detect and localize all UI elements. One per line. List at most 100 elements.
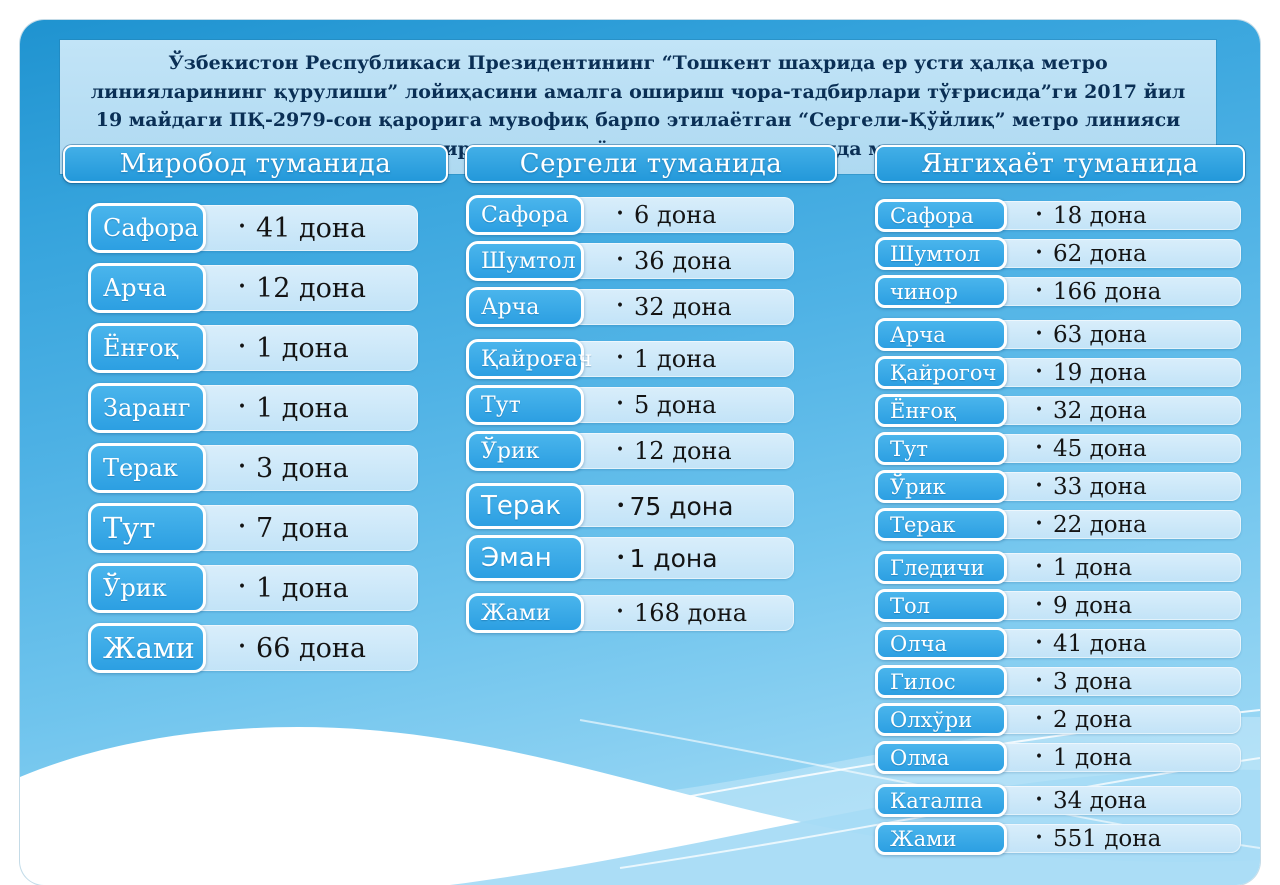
tree-count: 32 дона [634, 293, 732, 321]
tree-count: 45 дона [1053, 435, 1147, 462]
tree-name-box: Каталпа [875, 784, 1007, 817]
tree-name: Сафора [103, 214, 199, 242]
tree-count: 1 дона [1053, 744, 1133, 771]
bullet-icon: • [1035, 672, 1044, 689]
bullet-icon: • [1035, 515, 1044, 532]
bullet-icon: • [616, 298, 625, 315]
bullet-icon: • [238, 279, 247, 296]
tree-name: Арча [481, 294, 540, 320]
tree-row: Гледичи • 1 дона [875, 551, 1241, 584]
tree-row: Жами • 551 дона [875, 822, 1241, 855]
tree-count: 41 дона [256, 212, 366, 244]
tree-rows: Сафора • 6 дона Шумтол • 36 дона Арча • … [466, 195, 794, 633]
district-columns: Миробод туманида Сафора • 41 дона Арча •… [20, 20, 1260, 885]
tree-count-box: • 1 дона [993, 743, 1241, 772]
tree-row: Ўрик • 12 дона [466, 431, 794, 471]
tree-rows: Сафора • 18 дона Шумтол • 62 дона чинор … [875, 199, 1241, 855]
tree-name-box: Олхўри [875, 703, 1007, 736]
tree-count-box: • 9 дона [993, 591, 1241, 620]
tree-count-box: • 5 дона [570, 387, 794, 423]
bullet-icon: • [1035, 596, 1044, 613]
tree-row: Ўрик • 33 дона [875, 470, 1241, 503]
tree-name-box: Сафора [466, 195, 584, 235]
tree-row: Гилос • 3 дона [875, 665, 1241, 698]
tree-name: Терак [890, 512, 956, 537]
tree-row: Арча • 63 дона [875, 318, 1241, 351]
tree-name: Қайрогоч [890, 360, 997, 385]
tree-count-box: • 2 дона [993, 705, 1241, 734]
bullet-icon: • [238, 339, 247, 356]
tree-count-box: • 32 дона [993, 396, 1241, 425]
tree-name: Арча [890, 322, 946, 347]
bullet-icon: • [1035, 634, 1044, 651]
bullet-icon: • [1035, 325, 1044, 342]
tree-name: Ўрик [481, 438, 540, 464]
tree-count: 18 дона [1053, 202, 1147, 229]
tree-count: 1 дона [256, 392, 349, 424]
tree-name-box: Ўрик [466, 431, 584, 471]
tree-count: 33 дона [1053, 473, 1147, 500]
tree-name-box: Арча [88, 263, 206, 313]
tree-name-box: Терак [875, 508, 1007, 541]
tree-name: Олма [890, 745, 950, 770]
tree-name-box: Жами [88, 623, 206, 673]
tree-name-box: Шумтол [875, 237, 1007, 270]
tree-name: Гледичи [890, 555, 985, 580]
slide-panel: Ўзбекистон Республикаси Президентининг “… [20, 20, 1260, 885]
tree-name: Терак [481, 491, 562, 521]
tree-count-box: • 12 дона [570, 433, 794, 469]
tree-count-box: • 1 дона [192, 385, 418, 431]
tree-count: 62 дона [1053, 240, 1147, 267]
bullet-icon: • [238, 579, 247, 596]
tree-name-box: Шумтол [466, 241, 584, 281]
tree-count-box: • 33 дона [993, 472, 1241, 501]
tree-name-box: Ёнғоқ [875, 394, 1007, 427]
tree-name-box: Жами [466, 593, 584, 633]
tree-name-box: Терак [466, 483, 584, 529]
district-header: Янгиҳаёт туманида [875, 145, 1245, 183]
tree-name-box: Тут [88, 503, 206, 553]
tree-row: Тут • 7 дона [88, 503, 418, 553]
tree-count: 1 дона [256, 572, 349, 604]
bullet-icon: • [616, 548, 626, 567]
tree-name-box: Терак [88, 443, 206, 493]
tree-name-box: Қайроғач [466, 339, 592, 379]
bullet-icon: • [616, 252, 625, 269]
tree-row: чинор • 166 дона [875, 275, 1241, 308]
tree-name: Гилос [890, 669, 956, 694]
tree-name: Жами [890, 826, 957, 851]
tree-count-box: • 41 дона [192, 205, 418, 251]
tree-count-box: • 41 дона [993, 629, 1241, 658]
tree-count-box: • 1 дона [192, 325, 418, 371]
district-name: Миробод туманида [119, 149, 392, 179]
bullet-icon: • [616, 604, 625, 621]
bullet-icon: • [1035, 748, 1044, 765]
tree-name-box: Қайрогоч [875, 356, 1007, 389]
tree-rows: Сафора • 41 дона Арча • 12 дона Ёнғоқ • … [88, 203, 418, 673]
tree-name: Ёнғоқ [103, 334, 179, 362]
tree-count: 1 дона [634, 345, 717, 373]
tree-name-box: Жами [875, 822, 1007, 855]
tree-count-box: • 12 дона [192, 265, 418, 311]
tree-count: 3 дона [256, 452, 349, 484]
tree-name-box: Гилос [875, 665, 1007, 698]
tree-count-box: • 3 дона [993, 667, 1241, 696]
bullet-icon: • [238, 639, 247, 656]
bullet-icon: • [1035, 829, 1044, 846]
tree-count: 1 дона [256, 332, 349, 364]
district-column-3: Янгиҳаёт туманида Сафора • 18 дона Шумто… [875, 145, 1245, 860]
tree-row: Жами • 168 дона [466, 593, 794, 633]
tree-name-box: Олча [875, 627, 1007, 660]
tree-row: Сафора • 41 дона [88, 203, 418, 253]
tree-name: Эман [481, 543, 552, 573]
tree-row: Сафора • 6 дона [466, 195, 794, 235]
bullet-icon: • [238, 519, 247, 536]
tree-row: Ёнғоқ • 1 дона [88, 323, 418, 373]
district-name: Сергели туманида [519, 149, 783, 179]
tree-count: 41 дона [1053, 630, 1147, 657]
tree-count: 12 дона [634, 437, 732, 465]
tree-row: Ўрик • 1 дона [88, 563, 418, 613]
bullet-icon: • [238, 459, 247, 476]
district-name: Янгиҳаёт туманида [921, 149, 1199, 179]
